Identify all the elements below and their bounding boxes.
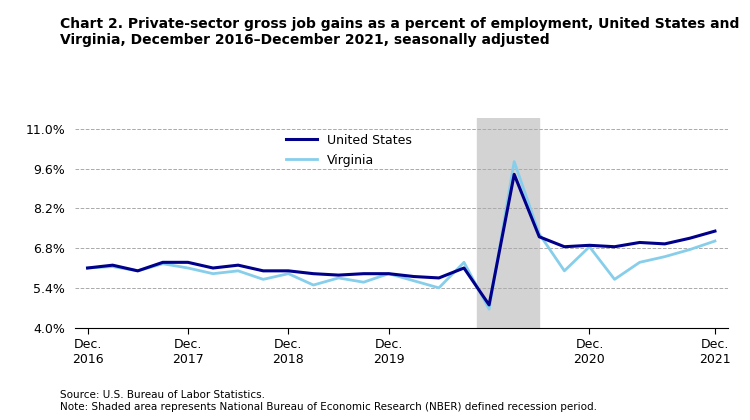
Virginia bbox=[686, 247, 694, 252]
Virginia bbox=[184, 265, 193, 270]
Line: United States: United States bbox=[88, 174, 715, 305]
Virginia bbox=[510, 159, 519, 164]
Virginia bbox=[460, 260, 469, 265]
Virginia bbox=[660, 254, 669, 259]
United States bbox=[434, 276, 443, 281]
Virginia bbox=[484, 307, 494, 312]
United States bbox=[410, 274, 419, 279]
Text: Source: U.S. Bureau of Labor Statistics.
Note: Shaded area represents National B: Source: U.S. Bureau of Labor Statistics.… bbox=[60, 390, 597, 412]
United States bbox=[334, 273, 343, 278]
Virginia bbox=[410, 278, 419, 284]
Virginia bbox=[535, 231, 544, 236]
Legend: United States, Virginia: United States, Virginia bbox=[280, 128, 418, 173]
United States bbox=[184, 260, 193, 265]
United States bbox=[384, 271, 393, 276]
Virginia bbox=[635, 260, 644, 265]
United States bbox=[284, 268, 292, 273]
Virginia bbox=[108, 264, 117, 269]
United States bbox=[710, 228, 719, 234]
United States bbox=[484, 302, 494, 307]
United States bbox=[635, 240, 644, 245]
United States bbox=[610, 244, 619, 249]
Virginia bbox=[259, 277, 268, 282]
United States bbox=[83, 265, 92, 270]
United States bbox=[108, 262, 117, 268]
Virginia bbox=[610, 277, 619, 282]
United States bbox=[560, 244, 568, 249]
Virginia bbox=[209, 271, 218, 276]
United States bbox=[460, 265, 469, 270]
United States bbox=[359, 271, 368, 276]
United States bbox=[134, 268, 142, 273]
Virginia bbox=[585, 244, 594, 249]
United States bbox=[209, 265, 218, 270]
United States bbox=[585, 243, 594, 248]
Virginia bbox=[234, 268, 243, 273]
United States bbox=[234, 262, 243, 268]
Virginia bbox=[83, 265, 92, 270]
Virginia bbox=[134, 268, 142, 273]
Virginia bbox=[560, 268, 568, 273]
Virginia bbox=[359, 280, 368, 285]
United States bbox=[309, 271, 318, 276]
United States bbox=[158, 260, 167, 265]
Text: Chart 2. Private-sector gross job gains as a percent of employment, United State: Chart 2. Private-sector gross job gains … bbox=[60, 17, 740, 47]
United States bbox=[259, 268, 268, 273]
United States bbox=[510, 172, 519, 177]
Line: Virginia: Virginia bbox=[88, 162, 715, 309]
Virginia bbox=[158, 261, 167, 266]
United States bbox=[660, 241, 669, 247]
United States bbox=[535, 234, 544, 239]
Bar bbox=[476, 118, 539, 328]
Virginia bbox=[710, 239, 719, 244]
Virginia bbox=[434, 285, 443, 290]
Virginia bbox=[334, 276, 343, 281]
United States bbox=[686, 236, 694, 241]
Virginia bbox=[284, 271, 292, 276]
Virginia bbox=[309, 283, 318, 288]
Virginia bbox=[384, 271, 393, 276]
